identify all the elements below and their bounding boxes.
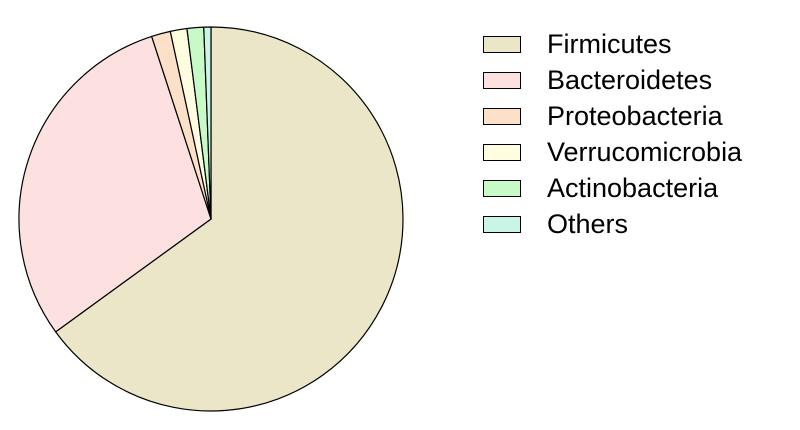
pie-slice-firmicutes (55, 26, 404, 412)
legend-label-others: Others (547, 209, 629, 239)
pie-slice-others (203, 26, 212, 220)
pie-slice-bacteroidetes (18, 35, 212, 333)
legend-label-bacteroidetes: Bacteroidetes (547, 65, 713, 95)
legend-swatch-verrucomicrobia (483, 143, 521, 161)
legend-label-firmicutes: Firmicutes (547, 29, 672, 59)
legend-swatch-actinobacteria (483, 179, 521, 197)
legend-label-verrucomicrobia: Verrucomicrobia (547, 137, 743, 167)
legend-label-actinobacteria: Actinobacteria (547, 173, 719, 203)
legend-item-actinobacteria: Actinobacteria (483, 170, 742, 206)
legend-item-bacteroidetes: Bacteroidetes (483, 62, 742, 98)
legend-item-verrucomicrobia: Verrucomicrobia (483, 134, 742, 170)
legend: Firmicutes Bacteroidetes Proteobacteria … (483, 26, 742, 242)
legend-swatch-bacteroidetes (483, 71, 521, 89)
legend-item-proteobacteria: Proteobacteria (483, 98, 742, 134)
legend-item-others: Others (483, 206, 742, 242)
legend-swatch-others (483, 215, 521, 233)
legend-item-firmicutes: Firmicutes (483, 26, 742, 62)
legend-swatch-proteobacteria (483, 107, 521, 125)
legend-swatch-firmicutes (483, 35, 521, 53)
legend-label-proteobacteria: Proteobacteria (547, 101, 723, 131)
